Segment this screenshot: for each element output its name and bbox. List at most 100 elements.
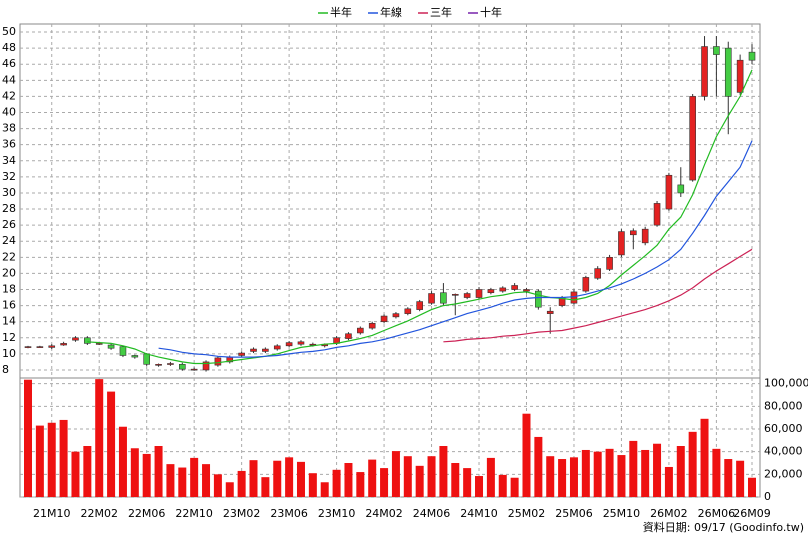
y-tick-label: 20 xyxy=(2,266,16,279)
volume-bar xyxy=(486,457,495,497)
candle-body xyxy=(167,363,174,365)
y-tick-label: 48 xyxy=(2,41,16,54)
volume-bar xyxy=(83,446,92,497)
plot-frame xyxy=(19,23,761,498)
candle-body xyxy=(428,293,435,304)
volume-bar xyxy=(403,456,412,497)
candle-body xyxy=(297,341,305,345)
y-tick-label: 30 xyxy=(2,186,16,199)
candle-body xyxy=(630,230,637,236)
candle-body xyxy=(736,59,744,93)
y-tick-label: 32 xyxy=(2,170,16,183)
candle-body xyxy=(463,293,471,298)
y-tick-label: 10 xyxy=(2,347,16,360)
y-tick-label: 44 xyxy=(2,73,16,86)
volume-bar xyxy=(237,470,246,497)
candle-body xyxy=(475,289,483,298)
volume-bar xyxy=(95,379,104,497)
candle-body xyxy=(392,313,400,318)
candle-body xyxy=(107,344,115,349)
volume-bar xyxy=(439,446,448,497)
candle-body xyxy=(535,290,542,308)
candle-body xyxy=(701,46,708,97)
x-tick-label: 21M10 xyxy=(33,507,71,520)
volume-bar xyxy=(24,379,32,497)
volume-bar xyxy=(202,464,211,497)
candle-body xyxy=(665,174,673,210)
volume-bar xyxy=(748,477,756,497)
ma-line xyxy=(443,248,753,343)
volume-bar xyxy=(332,469,341,497)
y-tick-label: 26 xyxy=(2,218,16,231)
candle-body xyxy=(641,228,649,244)
volume-bar xyxy=(285,457,294,497)
y2-tick-label: 40,000 xyxy=(764,445,803,458)
candle-body xyxy=(546,310,554,314)
y-tick-label: 50 xyxy=(2,25,16,38)
candle-body xyxy=(119,346,127,356)
candle-body xyxy=(178,364,186,370)
volume-bar xyxy=(261,477,270,497)
volume-bar xyxy=(213,474,222,497)
volume-bar xyxy=(344,463,353,497)
volume-bar xyxy=(249,460,258,497)
ma-line xyxy=(87,69,753,365)
volume-bar xyxy=(653,443,662,497)
y-tick-label: 8 xyxy=(2,363,9,376)
y-tick-label: 24 xyxy=(2,234,16,247)
volume-bar xyxy=(569,457,578,497)
candle-body xyxy=(155,364,162,366)
volume-bar xyxy=(142,453,151,497)
x-tick-label: 23M02 xyxy=(223,507,261,520)
candle-body xyxy=(368,322,376,329)
candle-body xyxy=(618,231,625,256)
volume-bar xyxy=(35,425,44,497)
x-tick-label: 26M02 xyxy=(650,507,688,520)
y-tick-label: 38 xyxy=(2,122,16,135)
candle-body xyxy=(202,361,210,371)
y-tick-label: 36 xyxy=(2,138,16,151)
candle-body xyxy=(48,345,56,348)
volume-bar xyxy=(166,464,175,497)
candle-body xyxy=(570,291,578,304)
candle-body xyxy=(262,348,269,352)
volume-bar xyxy=(510,477,519,497)
x-tick-label: 26M06 xyxy=(698,507,736,520)
y2-tick-label: 80,000 xyxy=(764,399,803,412)
volume-bar xyxy=(617,455,626,497)
candle-body xyxy=(582,277,590,292)
candle-body xyxy=(511,285,518,290)
volume-bar xyxy=(676,446,685,497)
candle-body xyxy=(606,257,613,270)
x-tick-label: 24M02 xyxy=(365,507,403,520)
y-tick-label: 46 xyxy=(2,57,16,70)
x-tick-label: 24M10 xyxy=(460,507,498,520)
x-tick-label: 26M09 xyxy=(733,507,771,520)
volume-bar xyxy=(391,451,400,497)
candle-body xyxy=(345,333,352,339)
volume-bar xyxy=(664,466,673,497)
volume-bar xyxy=(581,449,590,497)
volume-bar xyxy=(629,440,638,497)
volume-bar xyxy=(427,456,436,497)
volume-bar xyxy=(415,465,424,497)
x-tick-label: 22M02 xyxy=(80,507,118,520)
candle-body xyxy=(143,353,150,365)
y-tick-label: 42 xyxy=(2,89,16,102)
volume-bar xyxy=(736,460,745,497)
x-tick-label: 23M06 xyxy=(270,507,308,520)
volume-bar xyxy=(700,418,709,497)
candle-body xyxy=(523,289,530,292)
volume-bar xyxy=(546,456,555,497)
candle-body xyxy=(214,357,222,366)
candle-body xyxy=(404,308,412,314)
y-tick-label: 12 xyxy=(2,331,16,344)
volume-bar xyxy=(463,468,472,497)
volume-bar xyxy=(71,451,80,497)
candle-body xyxy=(72,337,79,341)
candle-body xyxy=(36,346,44,348)
candle-body xyxy=(713,46,720,55)
candle-body xyxy=(250,348,257,352)
volume-bar xyxy=(273,460,282,497)
